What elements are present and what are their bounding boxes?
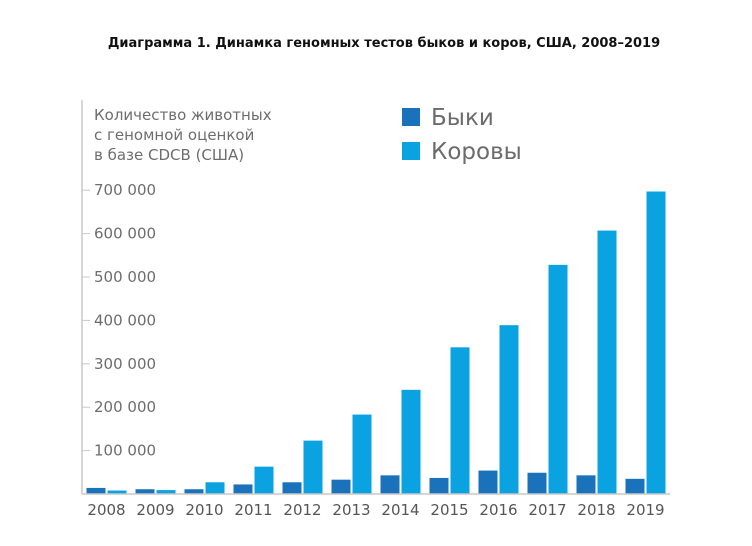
- x-tick-label: 2012: [283, 501, 321, 519]
- bar-bulls-2011: [233, 484, 253, 494]
- bar-bulls-2017: [527, 472, 547, 494]
- x-tick-label: 2014: [381, 501, 419, 519]
- bar-bulls-2015: [429, 477, 449, 494]
- bar-cows-2013: [352, 414, 372, 494]
- bar-cows-2009: [156, 490, 176, 494]
- bar-bulls-2016: [478, 470, 498, 494]
- x-tick-label: 2010: [185, 501, 223, 519]
- bar-cows-2015: [450, 347, 470, 494]
- x-tick-label: 2008: [87, 501, 125, 519]
- x-tick-label: 2011: [234, 501, 272, 519]
- x-tick-label: 2019: [626, 501, 664, 519]
- y-axis-label-line: Количество животных: [94, 106, 272, 124]
- bar-bulls-2014: [380, 475, 400, 494]
- bar-cows-2017: [548, 264, 568, 494]
- x-tick-label: 2015: [430, 501, 468, 519]
- bar-bulls-2009: [135, 489, 155, 494]
- bar-bulls-2018: [576, 475, 596, 494]
- legend-label: Коровы: [431, 139, 522, 165]
- bar-cows-2008: [107, 490, 127, 494]
- bar-cows-2011: [254, 466, 274, 494]
- bar-bulls-2008: [86, 487, 106, 494]
- bar-cows-2014: [401, 389, 421, 494]
- x-tick-label: 2013: [332, 501, 370, 519]
- bar-bulls-2010: [184, 489, 204, 494]
- bar-cows-2010: [205, 482, 225, 494]
- x-tick-label: 2016: [479, 501, 517, 519]
- legend-swatch: [402, 142, 420, 160]
- y-tick-label: 700 000: [94, 181, 156, 199]
- x-tick-label: 2017: [528, 501, 566, 519]
- y-axis-label: Количество животных с геномной оценкой в б…: [94, 106, 272, 164]
- y-tick-label: 200 000: [94, 398, 156, 416]
- legend-swatch: [402, 108, 420, 126]
- y-tick-label: 500 000: [94, 268, 156, 286]
- legend: Быки Коровы: [402, 105, 522, 165]
- y-axis-ticks: 100 000 200 000 300 000 400 000 500 000 600 0…: [82, 181, 156, 460]
- y-tick-label: 400 000: [94, 311, 156, 329]
- y-tick-label: 100 000: [94, 442, 156, 460]
- x-tick-label: 2018: [577, 501, 615, 519]
- bar-cows-2019: [646, 191, 666, 494]
- y-axis-label-line: с геномной оценкой: [94, 126, 254, 144]
- x-axis-ticks: 2008 2009 2010 2011 2012 2013 2014 2015 2016 2017…: [87, 501, 664, 519]
- x-tick-label: 2009: [136, 501, 174, 519]
- bar-bulls-2012: [282, 482, 302, 494]
- y-axis-label-line: в базе CDCB (США): [94, 146, 244, 164]
- bar-bulls-2013: [331, 479, 351, 494]
- bar-cows-2012: [303, 440, 323, 494]
- y-tick-label: 300 000: [94, 355, 156, 373]
- bar-bulls-2019: [625, 478, 645, 494]
- bar-cows-2016: [499, 325, 519, 494]
- bar-cows-2018: [597, 230, 617, 494]
- bars: [86, 191, 666, 494]
- legend-label: Быки: [431, 105, 494, 131]
- chart-title: Диаграмма 1. Динамка геномных тестов бык…: [107, 36, 661, 51]
- y-tick-label: 600 000: [94, 225, 156, 243]
